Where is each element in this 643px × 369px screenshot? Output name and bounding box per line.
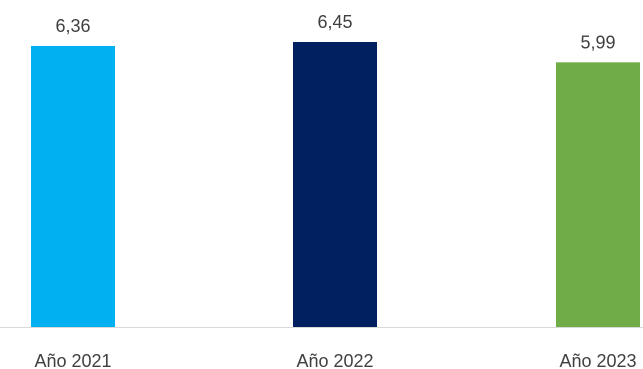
category-label-3: Año 2023 — [559, 351, 636, 369]
data-label-1: 6,36 — [55, 16, 90, 36]
category-label-1: Año 2021 — [34, 351, 111, 369]
bars-layer — [31, 42, 640, 327]
bar-2 — [293, 42, 377, 327]
data-label-2: 6,45 — [317, 12, 352, 32]
data-label-3: 5,99 — [580, 32, 615, 52]
bar-1 — [31, 45, 115, 327]
bar-3 — [556, 62, 640, 327]
labels-layer: 6,36 Año 2021 6,45 Año 2022 5,99 Año 2023 — [34, 12, 636, 369]
category-label-2: Año 2022 — [296, 351, 373, 369]
